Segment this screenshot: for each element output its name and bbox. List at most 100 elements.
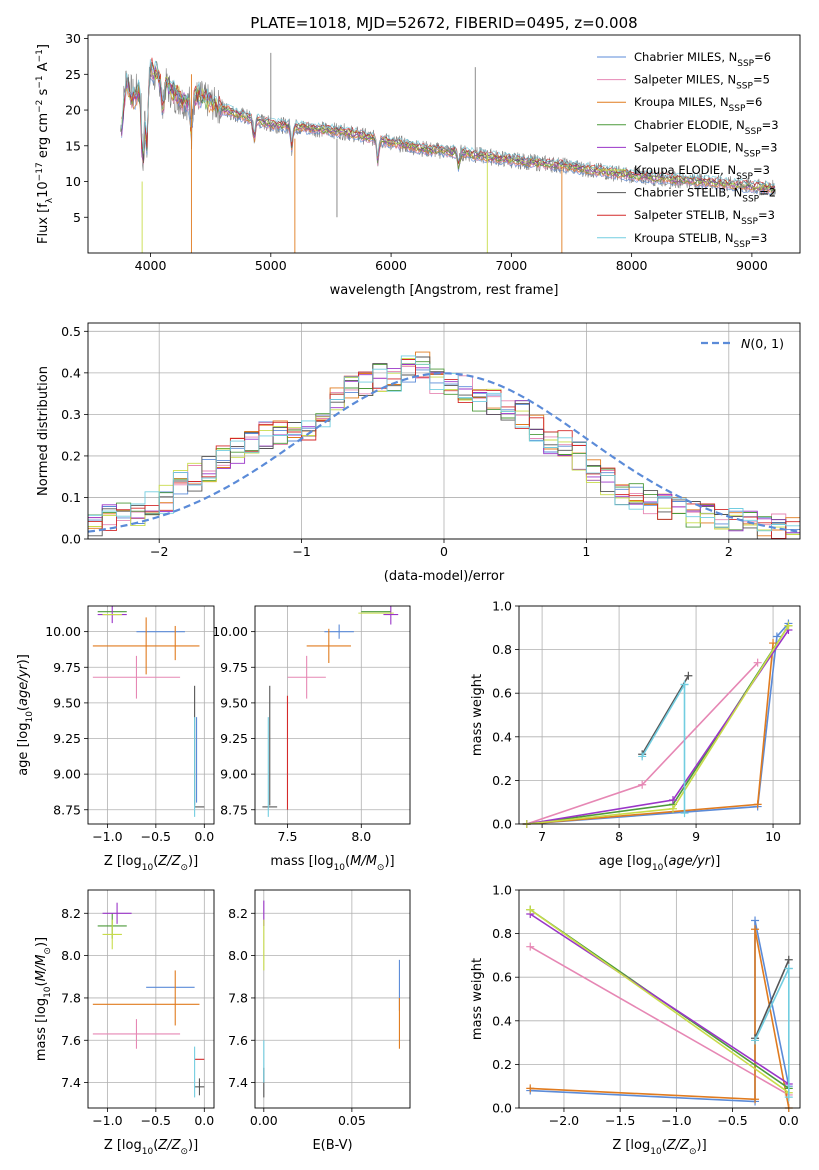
tick-label-x: −1.0 [92,1113,122,1128]
weight-line-1 [526,662,759,825]
tick-label-y: 9.00 [220,767,248,782]
label-part: Chabrier STELIB, N [634,186,742,200]
tick-label-y: 9.50 [53,695,81,710]
label-part: =3 [753,163,770,177]
legend-entry-1: Salpeter MILES, NSSP=5 [634,73,770,92]
label-part: Kroupa ELODIE, N [634,163,736,177]
label-part: SSP [744,149,761,159]
x-axis-label-age-vs-Z: Z [log10(Z/Z⊙)] [104,854,198,873]
tick-label-y: 9.25 [220,731,248,746]
x-axis-label-mass-vs-Z: Z [log10(Z/Z⊙)] [104,1138,198,1157]
weight-marker [784,621,793,630]
weight-marker [751,1095,760,1104]
weight-marker [753,800,762,809]
weight-marker [753,658,762,667]
tick-label-y: 25 [65,67,81,82]
tick-label-x: −1 [292,544,310,559]
tick-label-y: 0.2 [492,1057,512,1072]
label-part: ( [345,854,350,869]
weight-line-7 [754,968,790,1041]
tick-label-y: 9.25 [53,731,81,746]
label-part: )] [697,1138,707,1153]
label-part: =3 [758,208,775,222]
label-part: ( [16,706,31,711]
tick-label-y: 8.75 [53,802,81,817]
tick-label-x: 8.0 [351,829,371,844]
weight-marker [784,1093,793,1102]
panels-layer: 4000 5000 6000 7000 8000 900051015202530Chabr… [16,31,801,1157]
label-part: 10 [142,1147,154,1157]
label-part: 10 [36,181,51,198]
label-part: −1 [35,75,45,88]
legend-entry-7: Salpeter STELIB, NSSP=3 [634,208,775,227]
label-part: 10 [652,863,664,873]
weight-marker [784,964,793,973]
tick-label-y: 8.0 [228,948,248,963]
model-line-5 [121,65,776,191]
tick-label-y: 0.4 [61,365,81,380]
weight-marker [751,916,760,925]
label-part: SSP [741,217,758,227]
label-part: Chabrier ELODIE, N [634,118,745,132]
tick-label-x: 9 [692,829,700,844]
weight-line-2 [530,929,790,1109]
label-part: )] [384,854,394,869]
tick-label-x: −1.5 [605,1113,635,1128]
weight-line-5 [526,625,790,825]
axes-residuals: −2 −1 0 1 2 0.0 0.1 0.2 0.3 0.4 0.5 [61,323,800,559]
tick-label-x: 0.05 [338,1113,366,1128]
points-mass-vs-EBV [263,900,400,1098]
tick-label-x: 7.5 [278,829,298,844]
tick-label-y: 8.0 [61,948,81,963]
label-part: erg cm [36,113,51,162]
label-part: mass [log [34,998,49,1061]
weight-marker [526,905,535,914]
label-part: )] [710,854,720,869]
tick-label-x: 7000 [495,258,527,273]
label-part: ⊙ [180,863,188,873]
label-part: ( [663,854,668,869]
label-part: λ [45,197,55,203]
tick-label-y: 7.8 [228,990,248,1005]
label-part: A [36,62,51,75]
model-line-8 [121,58,776,187]
tick-label-x: 2 [725,544,733,559]
label-part: )] [188,1138,198,1153]
weight-marker [680,680,689,689]
histograms [88,351,800,539]
axes-age-vs-mass: 7.5 8.0 8.75 9.00 9.25 9.50 9.75 10.00 [212,606,410,844]
tick-label-y: 0.0 [492,817,512,832]
label-part: SSP [737,59,754,69]
tick-label-y: 1.0 [492,883,512,898]
y-axis-label-mass-vs-Z: mass [log10(M/M⊙)] [34,937,53,1061]
y-axis-label-spectrum: Flux [fλ10−17 erg cm−2 s−1 A−1] [35,44,55,244]
label-part: 10 [43,986,53,998]
axes-spectrum: 4000 5000 6000 7000 8000 9000 5 10 15 20 25 30 [65,31,768,273]
axes-frame [87,322,801,540]
tick-label-y: 0.4 [492,729,512,744]
label-part: −1 [35,49,45,62]
legend-entry-0: Chabrier MILES, NSSP=6 [634,50,771,69]
label-part: ( [153,1138,158,1153]
label-part: Z [log [612,1138,650,1153]
weight-line-1 [529,946,790,1096]
weight-line-4 [529,913,790,1085]
tick-label-x: −0.5 [717,1113,747,1128]
label-part: )] [16,654,31,664]
tick-label-y: 8.75 [220,802,248,817]
label-part: ( [34,981,49,986]
tick-label-x: 10 [765,829,781,844]
label-part: age/yr [16,663,31,706]
label-part: age [log [16,723,31,776]
legend-entry-8: Kroupa STELIB, NSSP=3 [634,231,767,250]
tick-label-y: 0.5 [61,324,81,339]
x-axis-label-massweight-vs-age: age [log10(age/yr)] [599,854,721,873]
weight-marker [680,809,689,818]
label-part: )] [34,937,49,947]
legend-entry-gaussian: N(0, 1) [741,336,784,351]
label-part: Salpeter MILES, N [634,73,736,87]
label-part: SSP [736,172,753,182]
label-part: Z [log [104,854,142,869]
weight-line-3 [526,625,790,825]
legend-entry-4: Salpeter ELODIE, NSSP=3 [634,140,777,159]
